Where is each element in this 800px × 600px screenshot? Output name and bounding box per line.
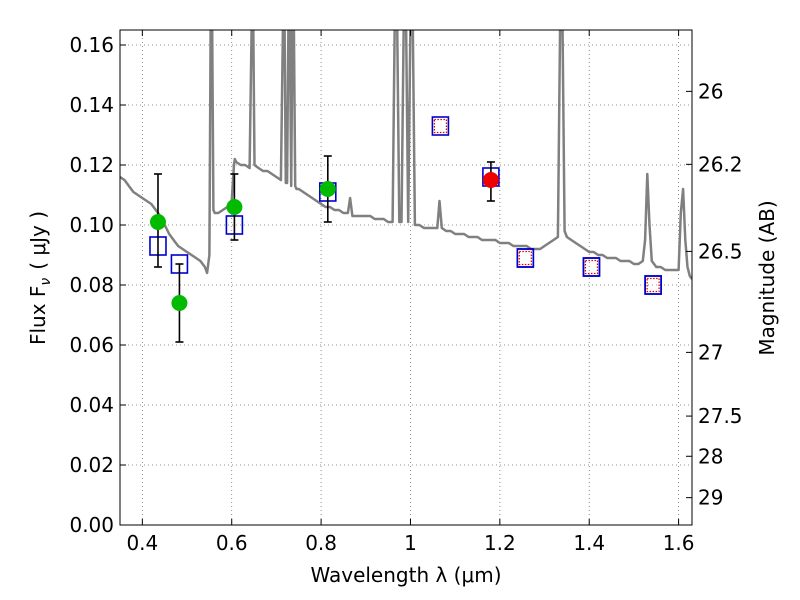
filled-circle-marker [226, 199, 243, 215]
filled-circle-marker [149, 214, 166, 230]
x-tick-label: 1 [404, 531, 417, 555]
axis-ticks: 0.4 0.6 0.8 1 1.2 1.4 1.6 0.00 0.02 0.04 0.06 0.08 0… [69, 30, 743, 555]
red-dotted-square-marker [584, 259, 599, 275]
y-axis-label-unit: ( μJy ) [26, 211, 50, 270]
plot-frame [119, 29, 693, 526]
blue-square-marker [644, 275, 662, 295]
model-spectrum-line [120, 30, 692, 280]
svg-text:Flux Fν( μJy ): Flux Fν ( μJy ) [26, 211, 54, 345]
y-tick-label: 0.14 [69, 93, 114, 117]
x-tick-label: 0.6 [216, 531, 248, 555]
x-tick-label: 1.2 [484, 531, 516, 555]
y-axis-label-subscript: ν [38, 278, 54, 286]
red-dotted-square-marker [646, 277, 660, 293]
y-tick-label: 0.02 [69, 453, 114, 477]
right-tick-label: 27.5 [698, 404, 743, 428]
y-axis-label-group: Flux Fν ( μJy ) [26, 211, 54, 345]
y-axis-label-right: Magnitude (AB) [755, 200, 779, 355]
x-tick-label: 0.8 [305, 531, 337, 555]
x-tick-label: 0.4 [126, 531, 158, 555]
y-tick-label: 0.04 [69, 393, 114, 417]
x-axis-label: Wavelength λ (μm) [310, 563, 501, 587]
y-tick-label: 0.06 [69, 333, 114, 357]
red-dotted-square-marker [518, 250, 532, 266]
filled-circle-marker [482, 172, 499, 188]
error-bars [149, 155, 499, 343]
y-axis-label: Flux F [26, 286, 50, 345]
y-tick-label: 0.16 [69, 33, 114, 57]
y-tick-label: 0.00 [69, 513, 114, 537]
right-tick-label: 27 [698, 340, 723, 364]
x-tick-label: 1.6 [663, 531, 695, 555]
blue-square-marker [582, 257, 601, 277]
plot-area [120, 30, 692, 295]
red-dotted-square-marker [433, 118, 448, 134]
y-tick-label: 0.10 [69, 213, 114, 237]
right-tick-label: 29 [698, 486, 723, 510]
right-tick-label: 26.2 [698, 152, 743, 176]
blue-square-marker [431, 116, 450, 136]
blue-square-marker [516, 248, 535, 268]
right-tick-label: 26 [698, 79, 723, 103]
filled-circle-marker [171, 295, 188, 311]
right-tick-label: 26.5 [698, 239, 743, 263]
x-tick-label: 1.4 [573, 531, 605, 555]
right-tick-label: 28 [698, 444, 723, 468]
y-tick-label: 0.08 [69, 273, 114, 297]
y-tick-label: 0.12 [69, 153, 114, 177]
filled-circle-marker [319, 181, 336, 197]
